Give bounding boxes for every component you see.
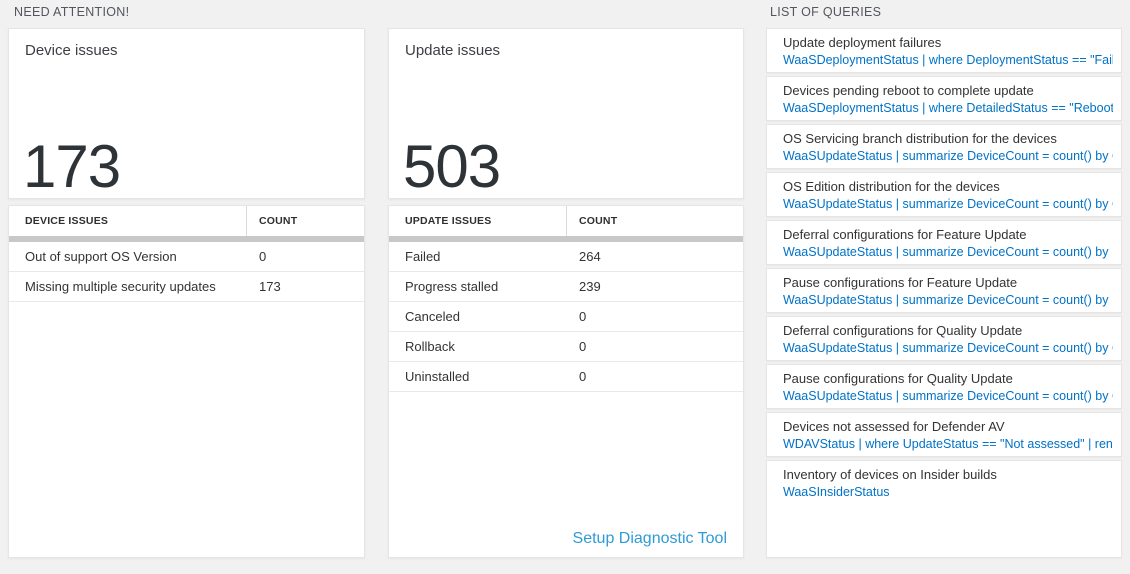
device-issues-count: 173 bbox=[23, 133, 121, 200]
query-list-item[interactable]: Deferral configurations for Feature Upda… bbox=[766, 220, 1122, 265]
query-link[interactable]: WaaSUpdateStatus | summarize DeviceCount… bbox=[783, 293, 1113, 307]
update-issues-column: Update issues 503 UPDATE ISSUES COUNT Fa… bbox=[388, 28, 744, 558]
row-label: Rollback bbox=[405, 339, 455, 354]
setup-diagnostic-tool-link[interactable]: Setup Diagnostic Tool bbox=[572, 530, 727, 547]
query-link[interactable]: WaaSUpdateStatus | summarize DeviceCount… bbox=[783, 341, 1113, 355]
query-link[interactable]: WDAVStatus | where UpdateStatus == "Not … bbox=[783, 437, 1113, 451]
count-header-cell: COUNT bbox=[259, 215, 298, 227]
device-issues-header-cell: DEVICE ISSUES bbox=[9, 206, 247, 236]
table-row[interactable]: Canceled 0 bbox=[389, 302, 743, 332]
query-link[interactable]: WaaSDeploymentStatus | where DetailedSta… bbox=[783, 101, 1113, 115]
query-list: Update deployment failures WaaSDeploymen… bbox=[766, 28, 1122, 561]
device-issues-table-header: DEVICE ISSUES COUNT bbox=[9, 206, 364, 236]
table-row[interactable]: Failed 264 bbox=[389, 242, 743, 272]
query-link[interactable]: WaaSUpdateStatus | summarize DeviceCount… bbox=[783, 149, 1113, 163]
row-label: Failed bbox=[405, 249, 441, 264]
row-label: Out of support OS Version bbox=[25, 249, 177, 264]
query-link[interactable]: WaaSUpdateStatus | summarize DeviceCount… bbox=[783, 245, 1113, 259]
row-label: Missing multiple security updates bbox=[25, 279, 216, 294]
table-row[interactable]: Rollback 0 bbox=[389, 332, 743, 362]
query-title: Devices not assessed for Defender AV bbox=[783, 419, 1005, 434]
query-link[interactable]: WaaSUpdateStatus | summarize DeviceCount… bbox=[783, 197, 1113, 211]
row-label: Canceled bbox=[405, 309, 460, 324]
update-issues-tile[interactable]: Update issues 503 bbox=[388, 28, 744, 199]
query-list-item[interactable]: Devices pending reboot to complete updat… bbox=[766, 76, 1122, 121]
query-title: Deferral configurations for Feature Upda… bbox=[783, 227, 1027, 242]
query-title: OS Servicing branch distribution for the… bbox=[783, 131, 1057, 146]
count-header-cell: COUNT bbox=[579, 215, 618, 227]
row-count: 0 bbox=[579, 339, 587, 354]
update-issues-count: 503 bbox=[403, 133, 501, 200]
device-issues-column: Device issues 173 DEVICE ISSUES COUNT Ou… bbox=[8, 28, 365, 558]
query-list-item[interactable]: Inventory of devices on Insider builds W… bbox=[766, 460, 1122, 558]
table-row[interactable]: Out of support OS Version 0 bbox=[9, 242, 364, 272]
update-issues-tile-title: Update issues bbox=[405, 42, 501, 59]
query-link[interactable]: WaaSInsiderStatus bbox=[783, 485, 890, 499]
update-issues-table-header: UPDATE ISSUES COUNT bbox=[389, 206, 743, 236]
list-of-queries-heading: LIST OF QUERIES bbox=[770, 5, 882, 19]
table-header-divider bbox=[389, 236, 743, 242]
query-title: Deferral configurations for Quality Upda… bbox=[783, 323, 1023, 338]
query-list-item[interactable]: OS Servicing branch distribution for the… bbox=[766, 124, 1122, 169]
table-row[interactable]: Uninstalled 0 bbox=[389, 362, 743, 392]
need-attention-heading: NEED ATTENTION! bbox=[14, 5, 130, 19]
row-count: 0 bbox=[579, 309, 587, 324]
query-title: OS Edition distribution for the devices bbox=[783, 179, 1000, 194]
query-title: Devices pending reboot to complete updat… bbox=[783, 83, 1034, 98]
update-issues-header-cell: UPDATE ISSUES bbox=[389, 206, 567, 236]
row-count: 239 bbox=[579, 279, 601, 294]
query-list-item[interactable]: OS Edition distribution for the devices … bbox=[766, 172, 1122, 217]
row-count: 0 bbox=[259, 249, 267, 264]
table-header-divider bbox=[9, 236, 364, 242]
query-link[interactable]: WaaSDeploymentStatus | where DeploymentS… bbox=[783, 53, 1113, 67]
row-count: 264 bbox=[579, 249, 601, 264]
row-count: 0 bbox=[579, 369, 587, 384]
row-count: 173 bbox=[259, 279, 281, 294]
query-list-item[interactable]: Deferral configurations for Quality Upda… bbox=[766, 316, 1122, 361]
query-list-item[interactable]: Update deployment failures WaaSDeploymen… bbox=[766, 28, 1122, 73]
row-label: Progress stalled bbox=[405, 279, 499, 294]
device-issues-tile[interactable]: Device issues 173 bbox=[8, 28, 365, 199]
row-label: Uninstalled bbox=[405, 369, 470, 384]
query-list-item[interactable]: Devices not assessed for Defender AV WDA… bbox=[766, 412, 1122, 457]
query-title: Pause configurations for Quality Update bbox=[783, 371, 1013, 386]
device-issues-tile-title: Device issues bbox=[25, 42, 118, 59]
table-row[interactable]: Missing multiple security updates 173 bbox=[9, 272, 364, 302]
query-link[interactable]: WaaSUpdateStatus | summarize DeviceCount… bbox=[783, 389, 1113, 403]
query-title: Pause configurations for Feature Update bbox=[783, 275, 1018, 290]
update-issues-table: UPDATE ISSUES COUNT Failed 264 Progress … bbox=[388, 205, 744, 558]
table-row[interactable]: Progress stalled 239 bbox=[389, 272, 743, 302]
query-list-item[interactable]: Pause configurations for Quality Update … bbox=[766, 364, 1122, 409]
query-title: Update deployment failures bbox=[783, 35, 942, 50]
query-title: Inventory of devices on Insider builds bbox=[783, 467, 997, 482]
query-list-item[interactable]: Pause configurations for Feature Update … bbox=[766, 268, 1122, 313]
device-issues-table: DEVICE ISSUES COUNT Out of support OS Ve… bbox=[8, 205, 365, 558]
